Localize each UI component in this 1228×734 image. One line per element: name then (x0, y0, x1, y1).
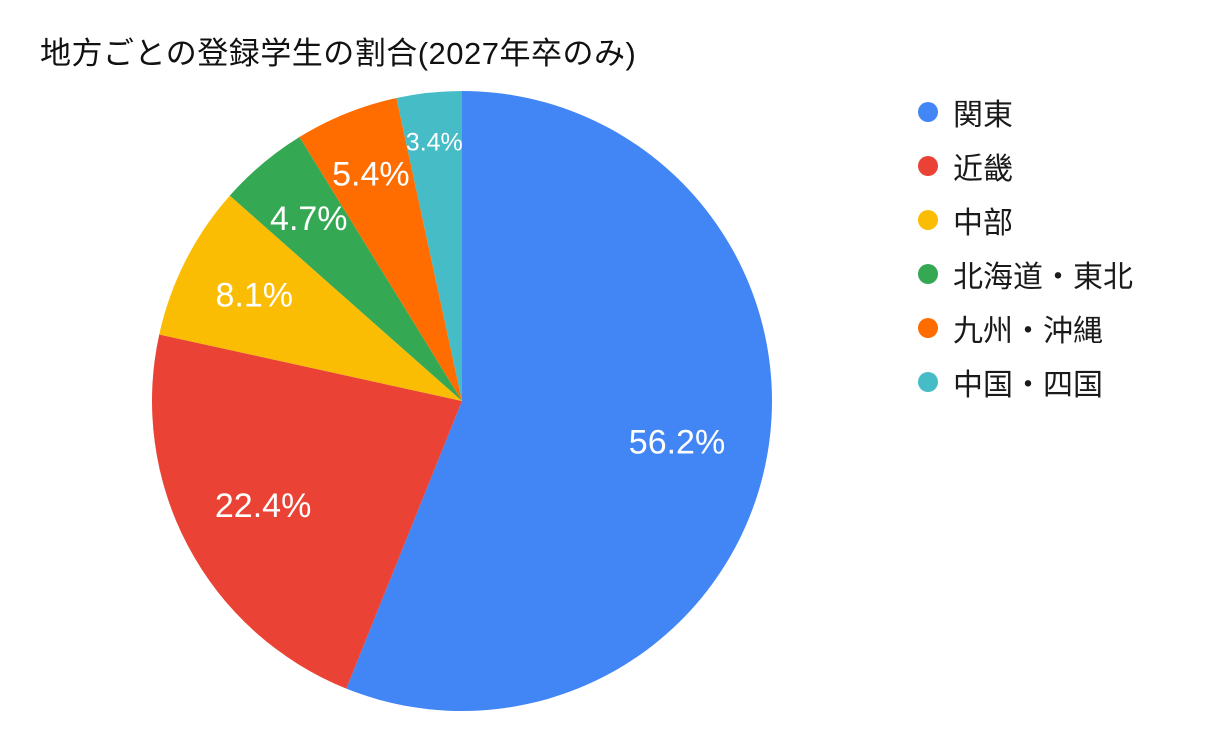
legend-color-dot (918, 264, 938, 284)
legend-color-dot (918, 372, 938, 392)
pie-slice[interactable] (159, 195, 463, 401)
legend-item-kanto[interactable]: 関東 (918, 85, 1133, 139)
pie-slice[interactable] (346, 91, 772, 711)
pie-percent-label: 3.4% (406, 129, 463, 157)
pie-percent-label: 4.7% (270, 200, 348, 238)
legend-label: 中部 (953, 207, 1013, 240)
legend-label: 九州・沖縄 (953, 315, 1103, 348)
pie-slice[interactable] (299, 98, 462, 402)
pie-percent-label: 22.4% (215, 487, 311, 525)
legend-color-dot (918, 156, 938, 176)
legend-label: 関東 (953, 99, 1013, 132)
legend-label: 中国・四国 (953, 369, 1103, 402)
legend-item-chugoku-shikoku[interactable]: 中国・四国 (918, 355, 1133, 409)
legend-item-hokkaido-tohoku[interactable]: 北海道・東北 (918, 247, 1133, 301)
legend-color-dot (918, 210, 938, 230)
legend-item-chubu[interactable]: 中部 (918, 193, 1133, 247)
legend-label: 北海道・東北 (953, 261, 1133, 294)
legend-item-kyushu-okinawa[interactable]: 九州・沖縄 (918, 301, 1133, 355)
pie-percent-label: 8.1% (216, 276, 294, 314)
pie-slice[interactable] (152, 334, 462, 689)
pie-percent-label: 5.4% (332, 156, 410, 194)
chart-title: 地方ごとの登録学生の割合(2027年卒のみ) (40, 36, 637, 71)
legend: 関東 近畿 中部 北海道・東北 九州・沖縄 中国・四国 (918, 85, 1133, 409)
pie-percent-label: 56.2% (629, 424, 725, 462)
legend-color-dot (918, 318, 938, 338)
legend-item-kinki[interactable]: 近畿 (918, 139, 1133, 193)
legend-label: 近畿 (953, 153, 1013, 186)
pie-slice[interactable] (229, 137, 462, 401)
pie-slice[interactable] (396, 91, 462, 401)
legend-color-dot (918, 102, 938, 122)
